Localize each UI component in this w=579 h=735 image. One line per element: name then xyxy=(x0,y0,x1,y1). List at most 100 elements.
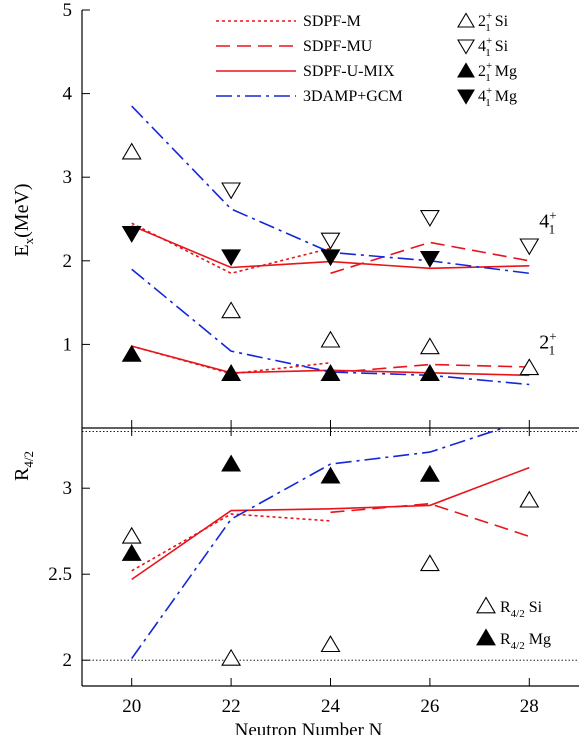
legend-marker xyxy=(457,12,475,28)
point-triangle-up-filled xyxy=(320,364,341,381)
label-nucleus: Mg xyxy=(495,88,517,105)
y-label-main: E xyxy=(11,244,33,256)
series-line-damp xyxy=(131,268,530,386)
y-label-sub: 4/2 xyxy=(21,451,36,468)
label-nucleus: Mg xyxy=(495,63,517,80)
x-axis-label: Neutron Number N xyxy=(235,720,383,735)
point-triangle-down-open xyxy=(221,182,242,200)
y-tick-label: 1 xyxy=(63,334,73,355)
point-triangle-up-filled xyxy=(121,344,142,362)
point-triangle-down-filled xyxy=(121,225,142,243)
label-sup: + xyxy=(486,85,492,97)
label-main: R xyxy=(500,631,511,648)
annotation-sup: + xyxy=(549,329,556,344)
label-sup: + xyxy=(486,60,492,72)
point-triangle-up-open xyxy=(419,554,440,572)
series-line-sdpf_mu xyxy=(330,241,530,275)
point-triangle-up-open xyxy=(121,142,142,160)
legend-marker xyxy=(476,628,496,646)
y-tick-label: 2.5 xyxy=(48,564,72,585)
point-triangle-up-filled xyxy=(121,543,142,561)
point-triangle-down-filled xyxy=(320,249,341,267)
x-tick-label: 22 xyxy=(222,696,241,717)
point-triangle-up-open xyxy=(519,490,540,508)
point-triangle-up-open xyxy=(121,526,142,544)
plot-area xyxy=(131,428,530,659)
legend-marker xyxy=(476,596,496,614)
legend-marker xyxy=(457,89,475,105)
legend-marker xyxy=(457,39,475,55)
x-tick-label: 20 xyxy=(122,696,141,717)
y-tick-label: 2 xyxy=(63,650,73,671)
y-tick-label: 3 xyxy=(63,478,73,499)
point-triangle-up-filled xyxy=(221,364,242,381)
y-tick-label: 3 xyxy=(63,167,73,188)
label-main: 4 xyxy=(478,38,486,55)
y-tick-label: 4 xyxy=(63,84,73,105)
point-triangle-up-open xyxy=(221,648,242,666)
label-nucleus: Si xyxy=(529,599,543,616)
series-line-sdpf_m xyxy=(131,513,331,572)
series-line-sdpf_mu xyxy=(330,502,530,538)
label-text: 2+ 1 Mg xyxy=(478,60,517,84)
y-tick-label: 5 xyxy=(63,0,73,21)
annotation-main: 2 xyxy=(539,332,549,354)
point-triangle-up-open xyxy=(519,358,540,376)
label-nucleus: Mg xyxy=(529,631,551,648)
point-triangle-up-filled xyxy=(419,464,440,482)
annotation-main: 4 xyxy=(539,210,549,232)
label-main: R xyxy=(500,599,511,616)
label-nucleus: Si xyxy=(495,13,509,30)
x-tick-label: 24 xyxy=(321,696,341,717)
annotation-sub: 1 xyxy=(549,343,556,358)
series-line-damp xyxy=(131,105,530,275)
label-main: 2 xyxy=(478,63,486,80)
point-triangle-down-filled xyxy=(419,250,440,268)
label-text: R4/2 Si xyxy=(500,599,543,620)
series-line-damp xyxy=(131,428,506,659)
y-label-sub: x xyxy=(21,237,36,244)
label-main: 2 xyxy=(478,13,486,30)
point-triangle-up-open xyxy=(320,330,341,348)
point-triangle-down-open xyxy=(519,238,540,256)
label-text: 4+ 1 Si xyxy=(478,35,509,59)
y-label-unit: (MeV) xyxy=(11,183,33,237)
point-triangle-down-filled xyxy=(221,249,242,267)
point-triangle-up-open xyxy=(221,301,242,319)
point-triangle-up-open xyxy=(320,635,341,653)
label-sub: 1 xyxy=(485,97,491,109)
series-annotation: 2+ 1 xyxy=(539,329,556,358)
point-triangle-up-filled xyxy=(320,466,341,484)
label-sub: 1 xyxy=(485,22,491,34)
label-sub: 4/2 xyxy=(511,608,525,620)
legend-label: 3DAMP+GCM xyxy=(303,88,403,105)
point-triangle-up-filled xyxy=(419,364,440,381)
label-nucleus: Si xyxy=(495,38,509,55)
x-tick-label: 28 xyxy=(520,696,539,717)
y-label-main: R xyxy=(11,467,33,481)
series-line-sdpf_u_mix xyxy=(131,466,530,581)
legend-marker xyxy=(457,62,475,78)
series-annotation: 4+ 1 xyxy=(539,207,556,236)
label-sub: 4/2 xyxy=(511,640,525,652)
x-tick-label: 26 xyxy=(420,696,439,717)
label-main: 4 xyxy=(478,88,486,105)
label-sub: 1 xyxy=(485,72,491,84)
label-text: 4+ 1 Mg xyxy=(478,85,517,109)
label-sup: + xyxy=(486,35,492,47)
point-triangle-up-filled xyxy=(221,454,242,472)
point-triangle-up-open xyxy=(419,337,440,355)
label-text: R4/2 Mg xyxy=(500,631,551,652)
legend-label: SDPF-M xyxy=(303,13,361,30)
label-sup: + xyxy=(486,10,492,22)
y-axis-label: R4/2 xyxy=(11,451,36,481)
point-triangle-down-open xyxy=(419,210,440,227)
label-sub: 1 xyxy=(485,47,491,59)
label-text: 2+ 1 Si xyxy=(478,10,509,34)
annotation-sup: + xyxy=(549,207,556,222)
